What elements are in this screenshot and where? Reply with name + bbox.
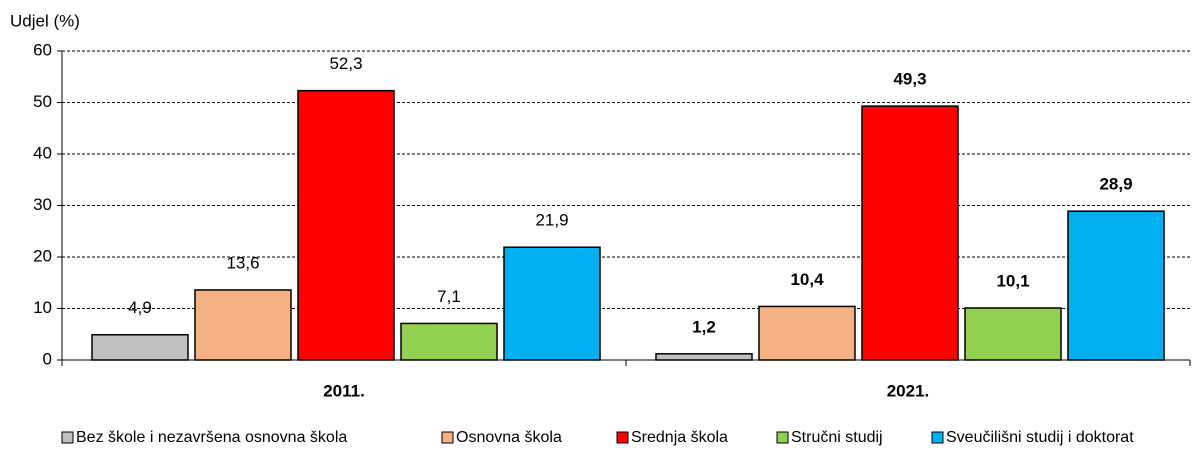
bar <box>91 334 189 361</box>
legend-label: Osnovna škola <box>456 429 562 446</box>
value-label: 7,1 <box>437 287 461 306</box>
bar <box>503 246 601 361</box>
y-axis-label: Udjel (%) <box>10 11 80 30</box>
bar <box>861 105 959 361</box>
legend-swatch <box>61 431 74 444</box>
legend-swatch <box>931 431 944 444</box>
value-label: 28,9 <box>1099 175 1132 194</box>
value-label: 10,1 <box>996 271 1029 290</box>
legend-label: Sveučilišni studij i doktorat <box>946 429 1134 446</box>
value-label: 10,4 <box>790 270 824 289</box>
legend-swatch <box>776 431 789 444</box>
legend-label: Stručni studij <box>791 429 883 446</box>
bar <box>194 289 292 361</box>
x-tick-label: 2021. <box>887 381 930 400</box>
bar <box>758 305 856 361</box>
y-tick-label: 30 <box>33 195 52 214</box>
bar <box>964 307 1062 361</box>
y-tick-label: 40 <box>33 143 52 162</box>
value-label: 52,3 <box>329 54 362 73</box>
bar <box>297 89 395 361</box>
value-label: 21,9 <box>535 211 568 230</box>
y-tick-label: 20 <box>33 246 52 265</box>
value-label: 13,6 <box>226 253 259 272</box>
y-tick-label: 50 <box>33 92 52 111</box>
legend-swatch <box>616 431 629 444</box>
value-label: 4,9 <box>128 298 152 317</box>
y-tick-label: 60 <box>33 40 52 59</box>
bar <box>655 353 753 361</box>
bar <box>1067 210 1165 361</box>
x-tick-label: 2011. <box>323 381 365 400</box>
legend-label: Srednja škola <box>631 429 728 446</box>
value-label: 49,3 <box>893 70 926 89</box>
legend-swatch <box>441 431 454 444</box>
y-tick-label: 10 <box>33 298 52 317</box>
legend-label: Bez škole i nezavršena osnovna škola <box>76 429 347 446</box>
value-label: 1,2 <box>692 317 716 336</box>
y-tick-label: 0 <box>43 349 52 368</box>
bar <box>400 322 498 361</box>
